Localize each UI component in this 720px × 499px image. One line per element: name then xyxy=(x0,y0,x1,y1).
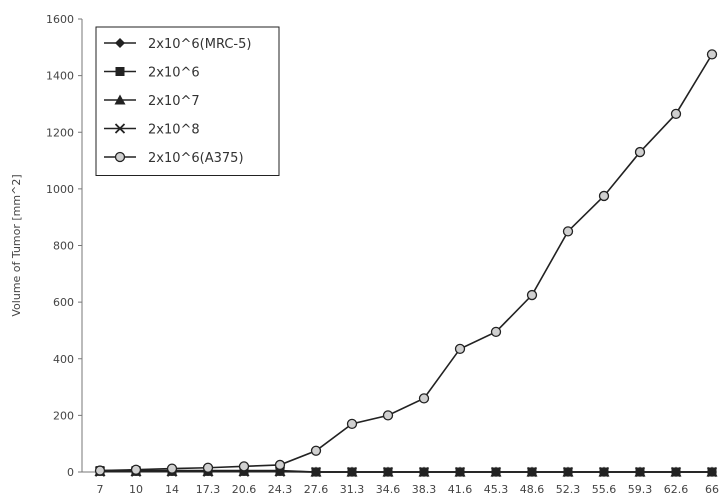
data-point xyxy=(418,393,430,404)
data-point xyxy=(634,146,646,158)
legend-label: 2x10^6(A375) xyxy=(148,151,244,166)
data-point xyxy=(238,461,250,472)
x-tick-label: 31.3 xyxy=(340,483,365,496)
legend-label: 2x10^6(MRC-5) xyxy=(148,37,251,52)
data-point xyxy=(454,343,466,354)
y-tick-label: 600 xyxy=(53,296,74,309)
x-tick-label: 66 xyxy=(705,483,719,496)
data-point xyxy=(346,418,358,430)
y-tick-label: 400 xyxy=(53,353,74,366)
x-tick-label: 7 xyxy=(97,483,104,496)
legend-label: 2x10^6 xyxy=(148,66,200,81)
data-point xyxy=(166,463,178,474)
data-point xyxy=(598,190,610,202)
y-tick-label: 1000 xyxy=(46,183,74,196)
x-tick-label: 14 xyxy=(165,483,179,496)
x-tick-label: 48.6 xyxy=(520,483,545,496)
data-point xyxy=(670,466,682,478)
legend-marker xyxy=(114,94,126,105)
y-axis-title: Volume of Tumor [mm^2] xyxy=(10,174,23,316)
data-point xyxy=(274,459,286,471)
x-tick-label: 38.3 xyxy=(412,483,437,496)
data-point xyxy=(490,326,502,338)
x-tick-label: 41.6 xyxy=(448,483,473,496)
y-tick-label: 1200 xyxy=(46,126,74,139)
legend-label: 2x10^7 xyxy=(148,94,200,109)
data-point xyxy=(490,466,502,478)
legend-marker xyxy=(114,151,126,163)
x-tick-label: 55.6 xyxy=(592,483,617,496)
legend-box xyxy=(95,26,280,176)
x-tick-label: 20.6 xyxy=(232,483,257,496)
legend-item: 2x10^6 xyxy=(104,66,200,81)
data-point xyxy=(562,466,574,478)
x-tick-label: 59.3 xyxy=(628,483,653,496)
x-tick-label: 17.3 xyxy=(196,483,221,496)
data-point xyxy=(418,466,430,478)
data-point xyxy=(634,466,646,478)
legend-item: 2x10^6(A375) xyxy=(104,151,244,166)
legend-marker xyxy=(115,38,125,48)
y-tick-label: 1400 xyxy=(46,70,74,83)
series-layer xyxy=(94,49,718,478)
data-point xyxy=(706,466,718,478)
x-tick-label: 34.6 xyxy=(376,483,401,496)
legend-marker xyxy=(114,123,126,134)
y-tick-label: 1600 xyxy=(46,13,74,26)
x-tick-label: 24.3 xyxy=(268,483,293,496)
y-tick-label: 800 xyxy=(53,240,74,253)
x-tick-label: 10 xyxy=(129,483,143,496)
x-axis-ticks: 7 10 14 17.3 20.6 24.3 27.6 31.3 34.6 38.3 41.6 45.… xyxy=(97,472,719,496)
data-point xyxy=(202,462,214,473)
legend-label: 2x10^8 xyxy=(148,123,200,138)
data-point xyxy=(382,466,394,478)
data-point xyxy=(598,466,610,478)
legend-marker xyxy=(115,67,125,76)
legend-item: 2x10^8 xyxy=(104,123,200,138)
data-point xyxy=(94,465,106,476)
y-axis-ticks: 0 200 400 600 800 1000 1200 1400 1600 xyxy=(46,13,82,479)
x-tick-label: 52.3 xyxy=(556,483,581,496)
data-point xyxy=(562,226,574,237)
legend: 2x10^6(MRC-5) 2x10^6 2x10^7 2x10^8 2x10^6(A3… xyxy=(95,26,280,176)
data-point xyxy=(454,466,466,478)
data-point xyxy=(130,464,142,475)
series-line xyxy=(99,53,713,472)
data-point xyxy=(346,466,358,478)
x-tick-label: 27.6 xyxy=(304,483,329,496)
legend-item: 2x10^6(MRC-5) xyxy=(104,37,251,52)
data-point xyxy=(526,289,538,301)
data-point xyxy=(526,466,538,478)
data-point xyxy=(310,445,322,456)
y-tick-label: 200 xyxy=(53,409,74,422)
y-tick-label: 0 xyxy=(67,466,74,479)
data-point xyxy=(382,410,394,421)
data-point xyxy=(670,108,682,119)
data-point xyxy=(706,49,718,60)
legend-item: 2x10^7 xyxy=(104,94,200,109)
x-tick-label: 45.3 xyxy=(484,483,509,496)
x-tick-label: 62.6 xyxy=(664,483,689,496)
series-5 xyxy=(94,49,718,476)
data-point xyxy=(310,466,322,478)
